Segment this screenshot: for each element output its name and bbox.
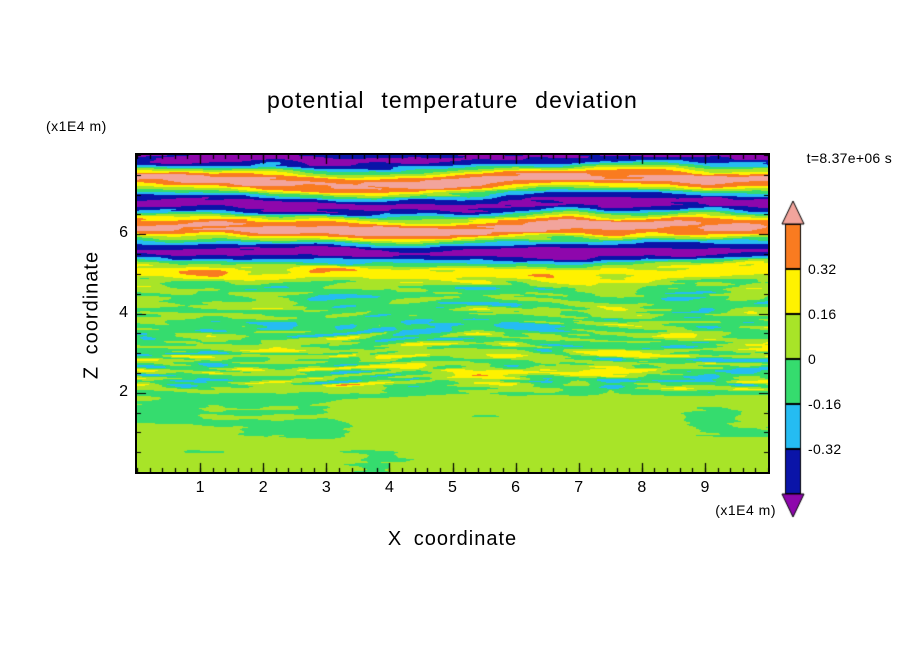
y-tick-label: 4 <box>119 303 128 321</box>
colorbar-label: 0.32 <box>808 261 837 277</box>
x-axis-unit-label: (x1E4 m) <box>715 502 776 518</box>
colorbar-label: -0.32 <box>808 441 842 457</box>
y-tick-label: 2 <box>119 382 128 400</box>
x-axis-title: X coordinate <box>387 528 518 550</box>
z-axis-unit-label: (x1E4 m) <box>46 118 107 134</box>
colorbar-label: -0.16 <box>808 396 842 412</box>
x-tick-label: 4 <box>384 479 394 496</box>
y-tick-label: 6 <box>119 224 128 242</box>
x-tick-label: 2 <box>258 479 268 496</box>
x-tick-label: 6 <box>511 479 521 496</box>
x-tick-label: 5 <box>448 479 457 496</box>
heatmap-canvas <box>135 153 770 474</box>
x-tick-label: 9 <box>700 479 710 496</box>
x-tick-label: 7 <box>574 479 584 496</box>
colorbar-label: 0.16 <box>808 306 837 322</box>
colorbar-label: 0 <box>808 351 817 367</box>
colorbar <box>781 193 811 533</box>
x-tick-label: 3 <box>321 479 331 496</box>
x-tick-label: 1 <box>195 479 205 496</box>
x-tick-label: 8 <box>637 479 647 496</box>
chart-title: potential temperature deviation <box>266 87 638 113</box>
timestamp-label: t=8.37e+06 s <box>806 150 892 166</box>
